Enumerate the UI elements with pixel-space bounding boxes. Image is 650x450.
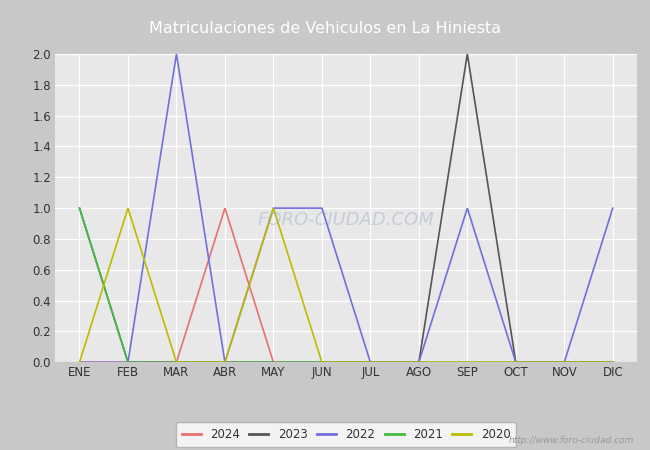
Text: Matriculaciones de Vehiculos en La Hiniesta: Matriculaciones de Vehiculos en La Hinie… [149, 21, 501, 36]
Text: FORO-CIUDAD.COM: FORO-CIUDAD.COM [258, 212, 434, 230]
Legend: 2024, 2023, 2022, 2021, 2020: 2024, 2023, 2022, 2021, 2020 [176, 423, 516, 447]
Text: http://www.foro-ciudad.com: http://www.foro-ciudad.com [508, 436, 634, 445]
